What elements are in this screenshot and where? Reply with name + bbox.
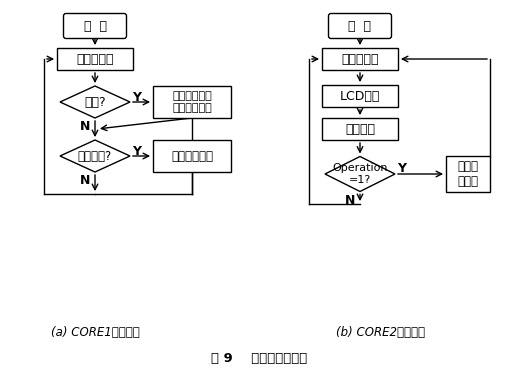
Text: N: N — [80, 174, 90, 187]
Bar — [446, 156, 490, 192]
Text: 图 9    系统主程序流程: 图 9 系统主程序流程 — [211, 352, 307, 365]
Bar — [322, 85, 398, 107]
Text: Y: Y — [132, 91, 141, 104]
Text: 采集参
数发送: 采集参 数发送 — [457, 160, 479, 188]
Text: 系统初始化: 系统初始化 — [76, 52, 114, 65]
Text: 待机?: 待机? — [84, 95, 106, 108]
Text: 参数采集: 参数采集 — [345, 123, 375, 135]
Text: 系统初始化: 系统初始化 — [341, 52, 379, 65]
Text: 执行相关操作: 执行相关操作 — [171, 150, 213, 162]
Text: N: N — [345, 193, 355, 206]
Bar — [153, 86, 231, 118]
Polygon shape — [325, 156, 395, 191]
FancyBboxPatch shape — [64, 13, 126, 39]
Bar — [322, 48, 398, 70]
Text: (b) CORE2程序流程: (b) CORE2程序流程 — [336, 325, 424, 338]
Text: 有键按下?: 有键按下? — [78, 150, 112, 162]
Text: 开  始: 开 始 — [83, 19, 107, 33]
Bar — [322, 118, 398, 140]
Text: Operation
=1?: Operation =1? — [332, 163, 388, 185]
Bar — [153, 140, 231, 172]
Text: LCD显示: LCD显示 — [340, 89, 380, 102]
Text: Y: Y — [397, 162, 406, 175]
Text: 开  始: 开 始 — [349, 19, 371, 33]
Text: N: N — [80, 120, 90, 133]
Text: (a) CORE1程序流程: (a) CORE1程序流程 — [51, 325, 139, 338]
FancyBboxPatch shape — [328, 13, 392, 39]
Bar — [57, 48, 133, 70]
Polygon shape — [60, 86, 130, 118]
Polygon shape — [60, 140, 130, 172]
Text: Y: Y — [132, 144, 141, 157]
Text: 读时间及家电
参数并送显示: 读时间及家电 参数并送显示 — [172, 91, 212, 113]
